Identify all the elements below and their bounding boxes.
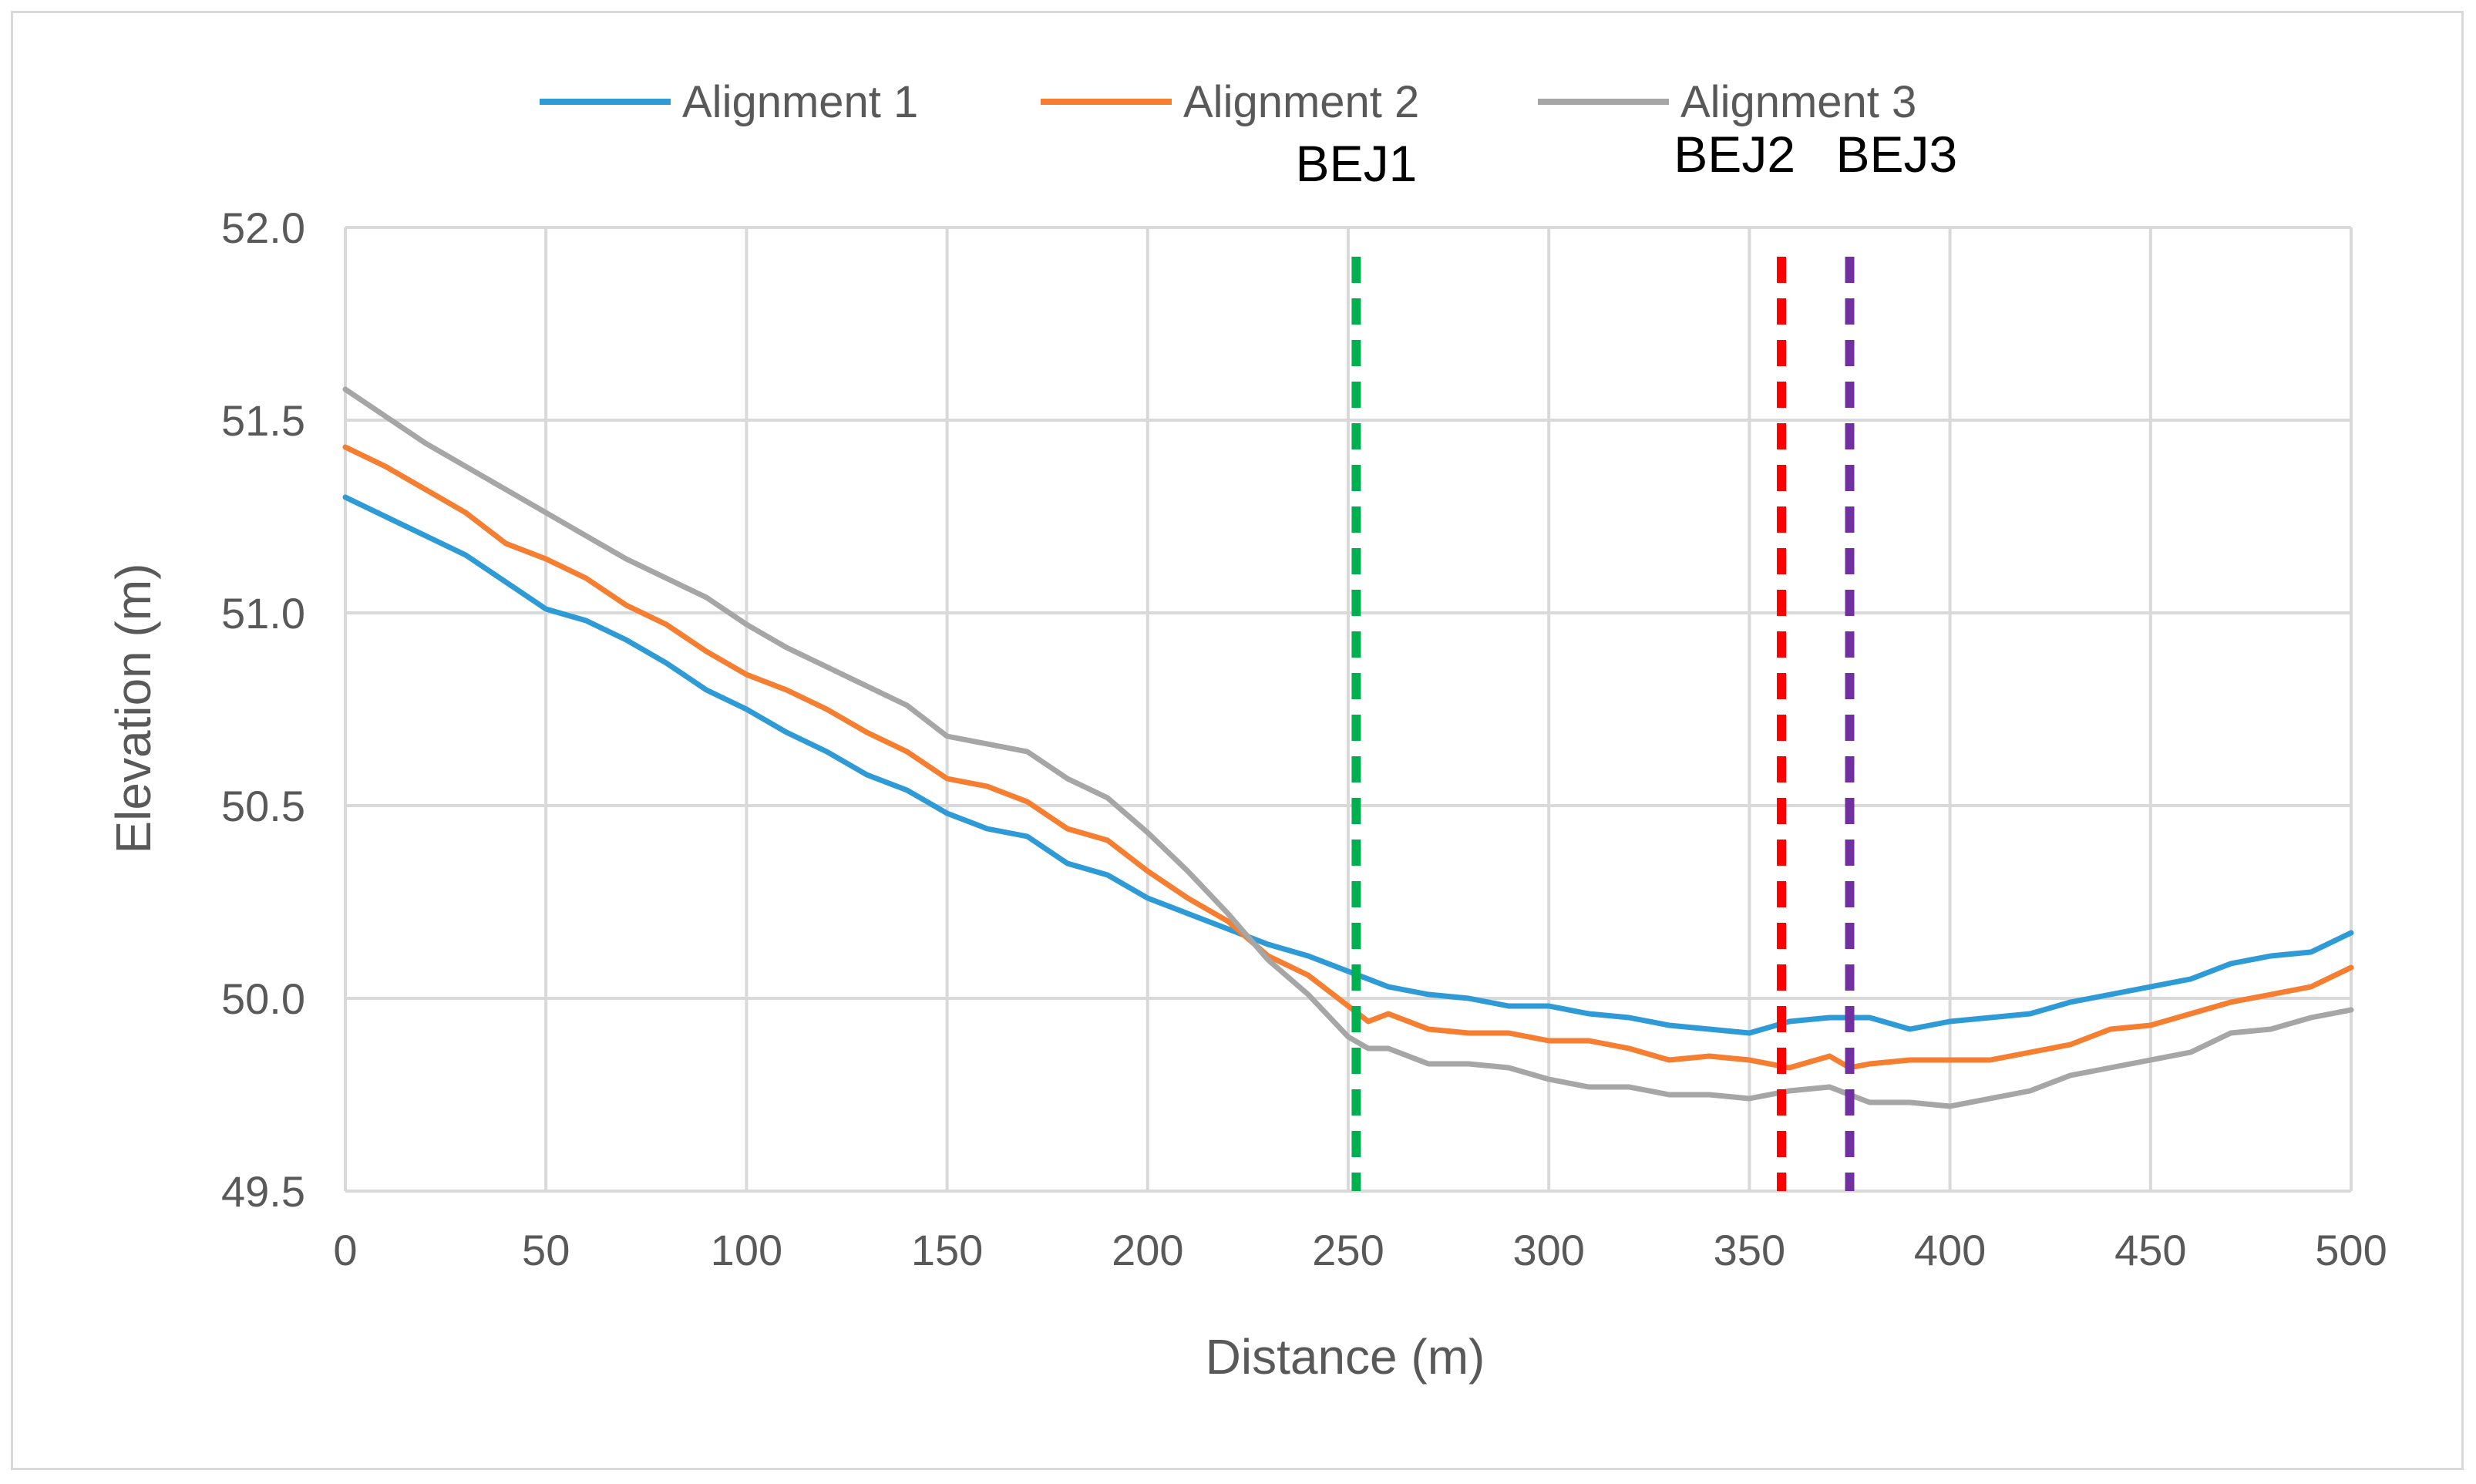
x-tick-label: 350 [1714, 1226, 1785, 1274]
series-line-alignment-1 [342, 494, 2354, 1036]
x-tick-label: 100 [711, 1226, 782, 1274]
marker-label-bej2: BEJ2 [1674, 126, 1795, 183]
legend-label-alignment-1: Alignment 1 [682, 77, 918, 127]
y-tick-label: 49.5 [221, 1167, 305, 1216]
y-tick-label: 50.5 [221, 782, 305, 830]
series-lines [342, 386, 2354, 1109]
tick-labels: 0 50 100 150 200 250 300 350 400 450 500 49.5 50.0 50… [221, 204, 2387, 1274]
y-tick-label: 50.0 [221, 974, 305, 1023]
x-tick-label: 150 [911, 1226, 983, 1274]
x-tick-label: 200 [1112, 1226, 1183, 1274]
x-tick-label: 300 [1512, 1226, 1584, 1274]
x-tick-label: 400 [1914, 1226, 1986, 1274]
series-line-alignment-2 [342, 444, 2354, 1071]
marker-label-bej3: BEJ3 [1836, 126, 1958, 183]
x-tick-label: 450 [2114, 1226, 2186, 1274]
x-tick-label: 500 [2315, 1226, 2387, 1274]
legend-label-alignment-2: Alignment 2 [1183, 77, 1419, 127]
x-axis-title: Distance (m) [1206, 1329, 1485, 1385]
y-tick-label: 52.0 [221, 204, 305, 252]
x-tick-label: 0 [333, 1226, 357, 1274]
legend: Alignment 1 Alignment 2 Alignment 3 [540, 77, 1916, 127]
marker-label-bej1: BEJ1 [1296, 135, 1418, 192]
x-tick-label: 250 [1312, 1226, 1384, 1274]
legend-label-alignment-3: Alignment 3 [1680, 77, 1916, 127]
y-tick-label: 51.5 [221, 396, 305, 445]
grid-lines [344, 226, 2353, 1193]
chart-frame [11, 11, 2464, 1470]
series-line-alignment-3 [342, 386, 2354, 1109]
bej-markers: BEJ1 BEJ2 BEJ3 [1296, 126, 1958, 1191]
x-tick-label: 50 [522, 1226, 570, 1274]
y-tick-label: 51.0 [221, 589, 305, 638]
y-axis-title: Elevation (m) [106, 564, 161, 854]
